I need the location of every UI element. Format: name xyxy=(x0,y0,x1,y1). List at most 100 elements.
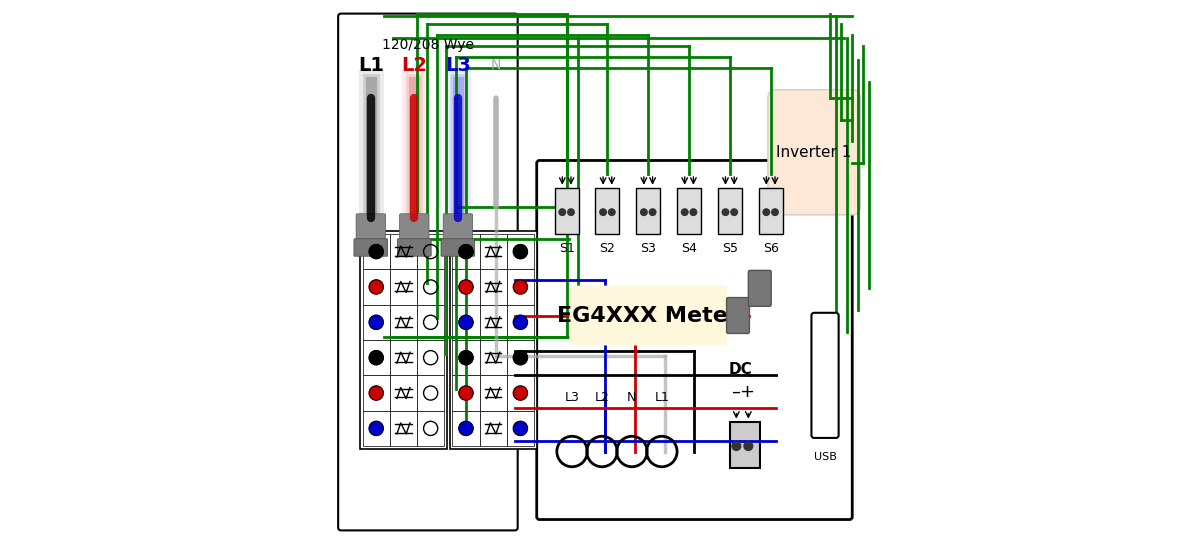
Circle shape xyxy=(370,351,383,365)
Text: N: N xyxy=(491,58,501,72)
Text: S6: S6 xyxy=(762,242,779,255)
Text: L3: L3 xyxy=(445,56,471,75)
Bar xyxy=(417,340,444,375)
FancyBboxPatch shape xyxy=(811,313,839,438)
Circle shape xyxy=(641,209,648,215)
Text: L3: L3 xyxy=(565,391,579,404)
Circle shape xyxy=(459,351,473,365)
Bar xyxy=(362,269,390,305)
FancyBboxPatch shape xyxy=(726,298,749,333)
FancyBboxPatch shape xyxy=(441,239,474,256)
Bar xyxy=(507,340,535,375)
Text: +: + xyxy=(739,382,754,401)
Bar xyxy=(417,234,444,269)
Bar xyxy=(507,234,535,269)
Text: L2: L2 xyxy=(595,391,609,404)
Circle shape xyxy=(459,245,473,259)
Bar xyxy=(360,231,447,449)
Circle shape xyxy=(649,209,656,215)
FancyBboxPatch shape xyxy=(596,188,619,234)
Circle shape xyxy=(459,280,473,294)
Text: N: N xyxy=(627,391,637,404)
Text: DC: DC xyxy=(728,362,752,378)
Circle shape xyxy=(459,316,473,330)
Bar xyxy=(390,234,417,269)
Bar xyxy=(362,411,390,446)
Circle shape xyxy=(681,209,687,215)
Circle shape xyxy=(459,422,473,436)
FancyBboxPatch shape xyxy=(443,214,472,243)
Text: –: – xyxy=(731,382,739,401)
Circle shape xyxy=(370,245,383,259)
FancyBboxPatch shape xyxy=(718,188,742,234)
Bar xyxy=(362,305,390,340)
Circle shape xyxy=(513,280,527,294)
Text: USB: USB xyxy=(814,452,837,461)
FancyBboxPatch shape xyxy=(537,160,852,520)
Text: L1: L1 xyxy=(358,56,384,75)
Bar xyxy=(390,340,417,375)
Circle shape xyxy=(559,209,566,215)
Bar xyxy=(479,411,507,446)
Bar xyxy=(507,269,535,305)
Text: 120/208 Wye: 120/208 Wye xyxy=(382,38,474,52)
Circle shape xyxy=(513,422,527,436)
Bar xyxy=(507,305,535,340)
Bar xyxy=(479,305,507,340)
Circle shape xyxy=(744,442,752,450)
FancyBboxPatch shape xyxy=(749,270,772,306)
Bar xyxy=(453,375,479,411)
Bar xyxy=(453,234,479,269)
Bar xyxy=(479,340,507,375)
FancyBboxPatch shape xyxy=(354,239,388,256)
FancyBboxPatch shape xyxy=(555,188,579,234)
Circle shape xyxy=(513,351,527,365)
Circle shape xyxy=(763,209,769,215)
Circle shape xyxy=(600,209,607,215)
Text: L2: L2 xyxy=(401,56,427,75)
FancyBboxPatch shape xyxy=(338,14,518,530)
Circle shape xyxy=(772,209,778,215)
Text: S4: S4 xyxy=(681,242,697,255)
Bar xyxy=(390,305,417,340)
Circle shape xyxy=(513,386,527,400)
Text: S3: S3 xyxy=(641,242,656,255)
Bar xyxy=(453,411,479,446)
Bar xyxy=(453,340,479,375)
Bar xyxy=(479,234,507,269)
Bar xyxy=(507,411,535,446)
FancyBboxPatch shape xyxy=(636,188,660,234)
FancyBboxPatch shape xyxy=(356,214,385,243)
Circle shape xyxy=(732,442,740,450)
Circle shape xyxy=(722,209,728,215)
FancyBboxPatch shape xyxy=(677,188,701,234)
Bar xyxy=(453,305,479,340)
FancyBboxPatch shape xyxy=(759,188,783,234)
Bar xyxy=(390,375,417,411)
Bar xyxy=(390,411,417,446)
Circle shape xyxy=(568,209,574,215)
FancyBboxPatch shape xyxy=(397,239,431,256)
FancyBboxPatch shape xyxy=(730,422,760,468)
Circle shape xyxy=(513,245,527,259)
Circle shape xyxy=(690,209,697,215)
Text: S1: S1 xyxy=(559,242,574,255)
Bar xyxy=(390,269,417,305)
Circle shape xyxy=(459,386,473,400)
Bar xyxy=(362,375,390,411)
Circle shape xyxy=(370,316,383,330)
Circle shape xyxy=(513,316,527,330)
Text: L1: L1 xyxy=(655,391,669,404)
Bar xyxy=(417,269,444,305)
Text: Inverter 1: Inverter 1 xyxy=(777,145,852,160)
Bar xyxy=(479,269,507,305)
Bar xyxy=(479,375,507,411)
FancyBboxPatch shape xyxy=(768,90,861,215)
Bar xyxy=(362,340,390,375)
FancyBboxPatch shape xyxy=(569,286,727,345)
Text: EG4XXX Meter: EG4XXX Meter xyxy=(557,306,739,325)
FancyBboxPatch shape xyxy=(400,214,429,243)
Bar xyxy=(417,411,444,446)
Bar xyxy=(449,231,537,449)
Bar xyxy=(453,269,479,305)
